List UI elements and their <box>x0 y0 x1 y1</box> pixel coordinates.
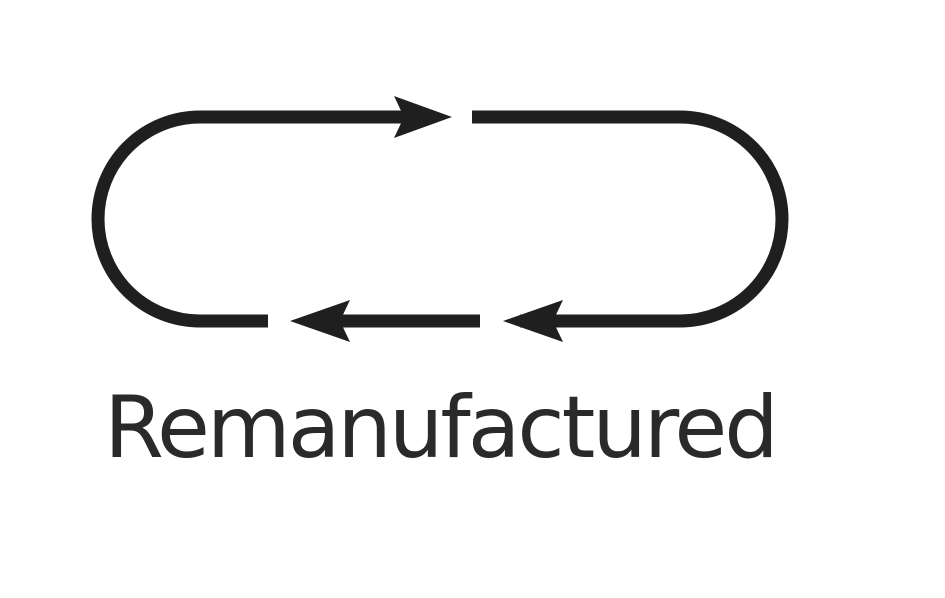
arrow-left-icon <box>290 300 350 342</box>
cycle-left-loop <box>91 110 432 328</box>
arrow-left-icon <box>503 300 563 342</box>
cycle-right-loop <box>472 110 789 328</box>
arrow-right-icon <box>394 96 452 138</box>
brand-label: Remanufactured <box>104 378 779 478</box>
